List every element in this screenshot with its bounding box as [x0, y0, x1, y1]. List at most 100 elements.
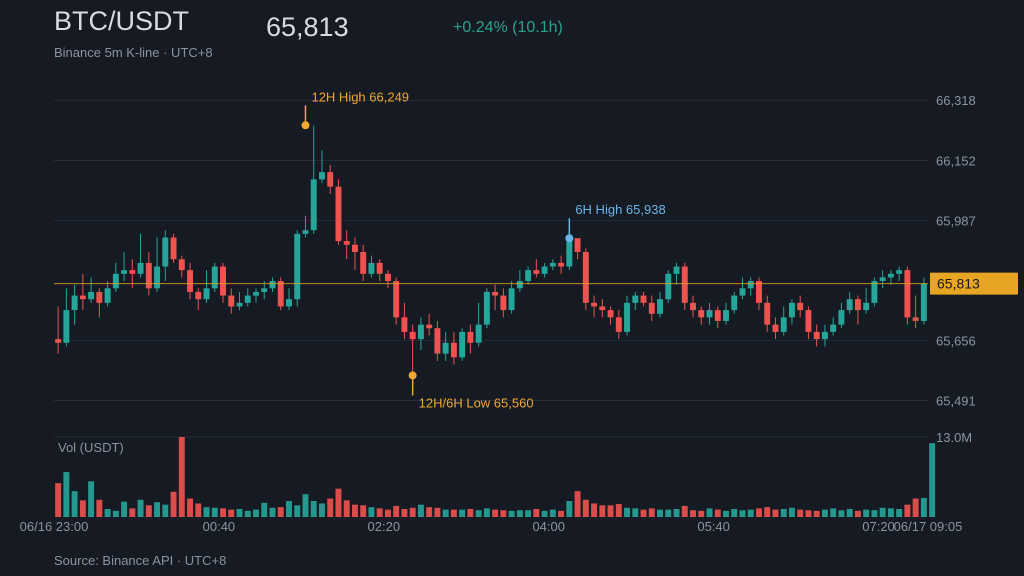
candle-body	[500, 295, 507, 311]
volume-bar	[178, 437, 185, 517]
volume-bar	[566, 501, 573, 517]
volume-bar	[55, 483, 62, 517]
volume-bar	[500, 510, 507, 517]
candle-body	[912, 317, 919, 321]
annotations: 12H High 66,249 6H High 65,938 12H/6H Low …	[301, 89, 666, 410]
x-tick-label: 00:40	[203, 519, 236, 534]
volume-bar	[904, 504, 911, 517]
candle-body	[442, 342, 449, 354]
candle-body	[714, 310, 721, 321]
volume-bar	[591, 503, 598, 517]
volume-bar	[319, 503, 325, 517]
candle-body	[492, 291, 499, 296]
x-tick-label: 02:20	[368, 519, 401, 534]
candle-body	[137, 262, 144, 274]
volume-bar	[302, 494, 309, 517]
price-axis: 66,318 66,152 65,987 65,656 65,491	[936, 93, 976, 408]
y-tick-label: 65,656	[936, 334, 976, 349]
y-tick-label: 65,491	[936, 393, 976, 408]
volume-bar	[294, 505, 301, 517]
candle-body	[525, 270, 532, 282]
candle-body	[558, 262, 565, 267]
volume-bar	[813, 510, 820, 517]
candle-body	[450, 342, 457, 358]
candle-body	[574, 238, 581, 252]
volume-max-label: 13.0M	[936, 430, 972, 445]
candle-body	[681, 266, 688, 303]
candle-body	[739, 288, 746, 296]
high-label: 12H High 66,249	[311, 89, 409, 104]
x-tick-label: 07:20	[862, 519, 895, 534]
volume-bar	[879, 507, 886, 517]
volume-bar	[912, 498, 919, 517]
volume-bar	[434, 507, 441, 517]
volume-bar	[673, 509, 680, 517]
candle-body	[723, 310, 729, 321]
volume-bar	[615, 504, 622, 517]
volume-bar	[764, 507, 771, 517]
volume-bar	[228, 509, 235, 517]
volume-bar	[162, 504, 169, 517]
candle-body	[516, 281, 523, 289]
six-high-label: 6H High 65,938	[575, 202, 665, 217]
volume-bar	[129, 508, 136, 517]
volume-bar	[640, 509, 647, 517]
volume-bar	[756, 508, 762, 517]
volume-bar	[376, 508, 383, 517]
candle-body	[805, 310, 812, 332]
candle-body	[599, 306, 606, 311]
volume-bar	[533, 509, 540, 517]
volume-bar	[698, 510, 705, 517]
candle-body	[253, 291, 259, 296]
candle-body	[310, 179, 317, 231]
x-tick-label: 06/17 09:05	[894, 519, 963, 534]
candle-body	[417, 324, 424, 340]
volume-bar	[71, 491, 78, 517]
candle-body	[871, 281, 878, 303]
volume-bar	[541, 510, 548, 517]
candle-body	[863, 302, 870, 311]
candle-body	[376, 262, 383, 274]
volume-bar	[739, 510, 746, 517]
last-price-line: 65,813	[54, 272, 1018, 295]
volume-bar	[409, 507, 416, 517]
x-tick-label: 04:00	[532, 519, 565, 534]
candle-body	[533, 270, 540, 274]
time-axis: 06/16 23:00 00:40 02:20 04:00 05:40 07:2006/1…	[20, 519, 963, 534]
candle-body	[747, 281, 754, 289]
candle-body	[780, 317, 787, 332]
candle-body	[63, 310, 70, 343]
candle-body	[920, 283, 927, 321]
volume-bar	[492, 509, 499, 517]
volume-label: Vol (USDT)	[58, 440, 124, 455]
price-change: +0.24% (10.1h)	[453, 19, 563, 36]
candle-body	[112, 273, 119, 289]
volume-bar	[244, 510, 251, 517]
candle-body	[368, 262, 375, 274]
candle-body	[384, 273, 391, 282]
volume-bar	[351, 504, 358, 517]
volume-bar	[211, 507, 218, 517]
candle-body	[211, 266, 218, 289]
candle-body	[756, 281, 762, 303]
volume-bar	[525, 510, 532, 517]
candle-body	[541, 266, 548, 274]
candle-body	[55, 339, 62, 343]
candle-body	[838, 310, 845, 325]
volume-bar	[154, 502, 161, 517]
candle-body	[401, 317, 408, 332]
volume-bar	[475, 510, 482, 517]
candle-body	[236, 302, 243, 307]
candle-body	[343, 241, 350, 245]
volume-bar	[393, 505, 400, 517]
candle-body	[731, 295, 738, 311]
volume-bar	[607, 505, 614, 517]
candle-body	[467, 331, 474, 343]
volume-bar	[368, 507, 375, 517]
six-high-marker-dot	[565, 234, 574, 243]
candle-body	[327, 172, 334, 187]
candle-body	[896, 270, 903, 274]
volume-bar	[632, 508, 639, 517]
volume-bar	[286, 501, 292, 517]
candle-body	[294, 233, 301, 300]
